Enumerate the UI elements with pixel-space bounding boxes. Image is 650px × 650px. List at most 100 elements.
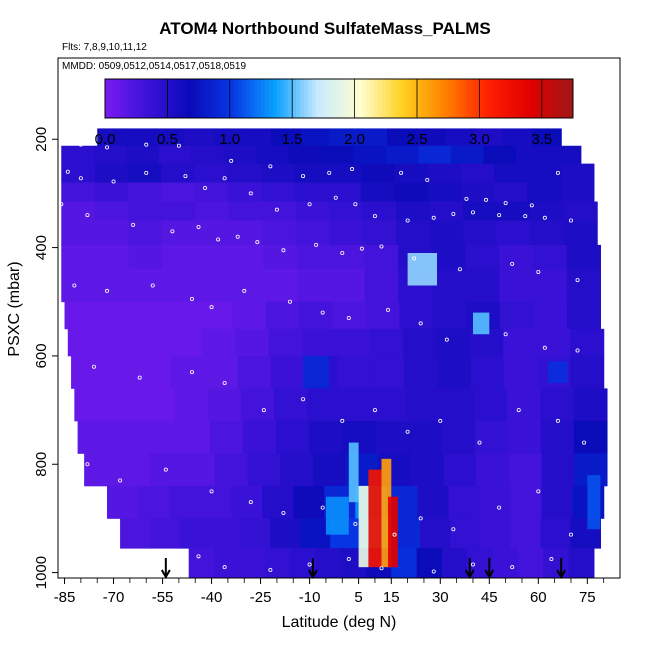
heatmap-cell — [507, 388, 541, 422]
heatmap-cell — [196, 269, 231, 303]
colorbar-segment — [155, 79, 161, 118]
sample-point — [340, 418, 345, 423]
heatmap-cell — [533, 244, 568, 270]
colorbar-segment — [124, 79, 129, 118]
heatmap-cell — [309, 420, 343, 454]
colorbar-segment — [116, 79, 122, 118]
heatmap-cell — [337, 355, 372, 389]
heatmap-cell — [231, 301, 267, 330]
sample-point — [203, 185, 208, 190]
heatmap-cell — [563, 201, 598, 221]
heatmap-cell — [465, 269, 500, 303]
heatmap-cell — [473, 388, 508, 422]
heatmap-cell — [161, 220, 196, 246]
x-tick-label: 15 — [383, 589, 400, 606]
heatmap-cell — [532, 128, 562, 147]
colorbar-segment — [268, 79, 274, 118]
heatmap-cell — [566, 269, 601, 303]
colorbar-segment — [323, 79, 328, 118]
heatmap-cell — [98, 301, 133, 330]
heatmap-cell — [460, 163, 495, 183]
heatmap-cell — [128, 269, 163, 303]
heatmap-cell — [229, 269, 265, 303]
heatmap-cell — [445, 128, 475, 147]
colorbar-segment — [405, 79, 410, 118]
heatmap-cell — [270, 355, 305, 389]
heatmap-cell — [201, 328, 236, 357]
colorbar-tick-label: 0.5 — [157, 131, 178, 148]
y-tick-label: 800 — [33, 452, 50, 477]
colorbar-segment — [132, 79, 137, 118]
sample-point — [346, 557, 351, 562]
heatmap-cell — [168, 328, 203, 357]
heatmap-cell — [560, 163, 595, 183]
colorbar-segment — [218, 79, 223, 118]
colorbar-segment — [261, 79, 266, 118]
colorbar-segment — [296, 79, 301, 118]
colorbar-segment — [428, 79, 434, 118]
heatmap-cell — [441, 420, 476, 454]
heatmap-cell — [474, 420, 509, 454]
colorbar-segment — [463, 79, 469, 118]
heatmap-cell — [94, 220, 129, 246]
heatmap-cell — [134, 328, 169, 357]
heatmap-cell — [373, 388, 408, 422]
heatmap-cell — [530, 201, 565, 221]
heatmap-cell — [260, 182, 295, 202]
colorbar-segment — [315, 79, 320, 118]
heatmap-cell — [64, 301, 99, 330]
sample-point — [418, 321, 423, 326]
heatmap-cell — [340, 388, 375, 422]
colorbar-segment — [179, 79, 184, 118]
heatmap-cell — [182, 453, 216, 487]
colorbar-segment — [409, 79, 414, 118]
colorbar-segment — [514, 79, 519, 118]
heatmap-cell — [463, 220, 498, 246]
heatmap-cell — [507, 420, 542, 454]
x-tick-label: 45 — [481, 589, 498, 606]
heatmap-cell — [427, 182, 462, 202]
heatmap-cell — [508, 453, 543, 487]
sample-point — [111, 179, 116, 184]
sample-point — [209, 489, 214, 494]
heatmap-cell — [369, 328, 404, 357]
heatmap-cell — [61, 220, 96, 246]
sample-point — [529, 203, 534, 208]
colorbar-segment — [233, 79, 239, 118]
heatmap-cell — [263, 244, 298, 270]
heatmap-cell — [360, 163, 395, 183]
heatmap-cell — [499, 301, 535, 330]
colorbar-segment — [569, 79, 574, 118]
sample-point — [85, 213, 90, 218]
colorbar-segment — [366, 79, 371, 118]
sample-point — [536, 489, 541, 494]
colorbar-segment — [264, 79, 270, 118]
hotspot-cell — [381, 458, 392, 568]
flight-arrow-head — [484, 569, 495, 580]
sample-point — [444, 337, 449, 342]
colorbar-segment — [159, 79, 164, 118]
colorbar-segment — [151, 79, 157, 118]
heatmap-cell — [288, 145, 322, 165]
heatmap-cell — [110, 420, 145, 454]
sample-point — [209, 305, 214, 310]
colorbar-tick-label: 2.0 — [344, 131, 365, 148]
sample-point — [523, 214, 528, 219]
sample-point — [582, 440, 587, 445]
sample-point — [470, 210, 475, 215]
heatmap-cell — [271, 128, 301, 147]
sample-point — [91, 364, 96, 369]
sample-point — [235, 234, 240, 239]
heatmap-cell — [463, 201, 498, 221]
sample-point — [105, 288, 110, 293]
heatmap-cell — [84, 453, 118, 487]
colorbar-segment — [534, 79, 539, 118]
heatmap-cell — [165, 301, 200, 330]
colorbar-segment — [420, 79, 426, 118]
heatmap-cell — [223, 145, 257, 165]
heatmap-cell — [265, 301, 300, 330]
colorbar-segment — [498, 79, 504, 118]
colorbar-frame — [104, 78, 574, 119]
heatmap-cell — [418, 145, 452, 165]
heatmap-cell — [515, 145, 549, 165]
